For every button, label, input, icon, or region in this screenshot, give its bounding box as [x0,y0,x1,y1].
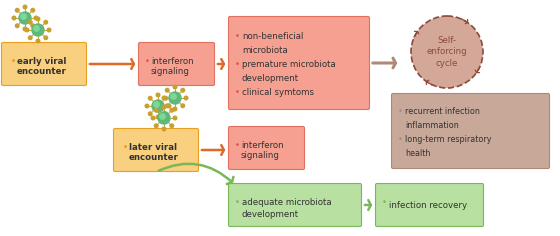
Text: later viral: later viral [129,143,177,152]
Circle shape [29,21,32,24]
Circle shape [173,107,177,111]
Circle shape [167,104,171,108]
Text: adequate microbiota: adequate microbiota [242,198,332,207]
Circle shape [34,16,38,20]
Circle shape [36,39,40,43]
Text: interferon: interferon [151,57,194,66]
Text: early viral: early viral [17,57,67,66]
Circle shape [411,16,483,88]
FancyBboxPatch shape [114,128,198,172]
Text: •: • [235,141,240,150]
Circle shape [151,116,155,120]
Circle shape [47,28,51,32]
Circle shape [31,24,35,28]
Circle shape [170,124,174,128]
Circle shape [155,108,158,112]
Circle shape [165,104,169,108]
Circle shape [173,85,177,89]
Text: recurrent infection: recurrent infection [405,107,480,116]
Circle shape [154,102,159,107]
Text: encounter: encounter [17,67,67,76]
Circle shape [16,24,19,28]
Circle shape [170,108,174,112]
FancyBboxPatch shape [228,17,370,110]
Circle shape [34,26,39,31]
Circle shape [158,112,170,124]
Text: •: • [382,198,387,207]
Text: development: development [242,210,299,219]
Text: development: development [242,74,299,83]
FancyBboxPatch shape [391,93,549,169]
Text: long-term respiratory: long-term respiratory [405,135,492,144]
Circle shape [44,36,48,40]
Circle shape [164,97,167,100]
Text: encounter: encounter [129,153,179,162]
Circle shape [148,97,152,100]
Circle shape [36,17,40,21]
Circle shape [32,24,44,36]
Circle shape [152,100,164,112]
Text: inflammation: inflammation [405,121,459,130]
Circle shape [21,14,26,19]
Text: •: • [398,107,403,116]
FancyBboxPatch shape [228,184,362,227]
Circle shape [31,8,35,12]
Circle shape [16,8,19,12]
Text: Self-
enforcing
cycle: Self- enforcing cycle [427,36,467,68]
Circle shape [156,93,160,97]
Circle shape [162,96,166,100]
FancyBboxPatch shape [2,42,86,85]
Circle shape [23,5,27,9]
Circle shape [19,12,31,24]
Text: signaling: signaling [241,151,280,160]
Circle shape [44,21,48,24]
Circle shape [155,124,158,128]
Text: interferon: interferon [241,141,283,150]
FancyBboxPatch shape [376,184,483,227]
Text: •: • [145,57,150,66]
Text: clinical symtoms: clinical symtoms [242,88,314,97]
Circle shape [171,94,176,99]
Text: non-beneficial: non-beneficial [242,32,304,41]
Circle shape [173,116,177,120]
Circle shape [184,96,188,100]
Text: signaling: signaling [151,67,190,76]
Text: infection recovery: infection recovery [389,201,467,210]
Text: microbiota: microbiota [242,46,288,55]
Text: •: • [235,198,240,207]
Circle shape [181,88,185,92]
Circle shape [145,104,149,108]
Circle shape [25,28,29,32]
Text: •: • [235,32,240,41]
FancyBboxPatch shape [138,42,214,85]
Circle shape [162,127,166,131]
Circle shape [169,92,181,104]
Circle shape [181,104,185,108]
Circle shape [162,105,166,109]
Text: •: • [235,88,240,97]
Circle shape [12,16,16,20]
Text: •: • [398,135,403,144]
Text: •: • [11,57,16,66]
Text: premature microbiota: premature microbiota [242,60,336,69]
Circle shape [23,27,27,31]
Circle shape [29,36,32,40]
Text: •: • [123,143,128,152]
Circle shape [148,112,152,116]
FancyBboxPatch shape [228,126,305,169]
Circle shape [160,114,165,119]
Circle shape [156,115,160,119]
Circle shape [165,88,169,92]
Text: •: • [235,60,240,69]
Circle shape [164,112,167,116]
Text: health: health [405,149,431,158]
